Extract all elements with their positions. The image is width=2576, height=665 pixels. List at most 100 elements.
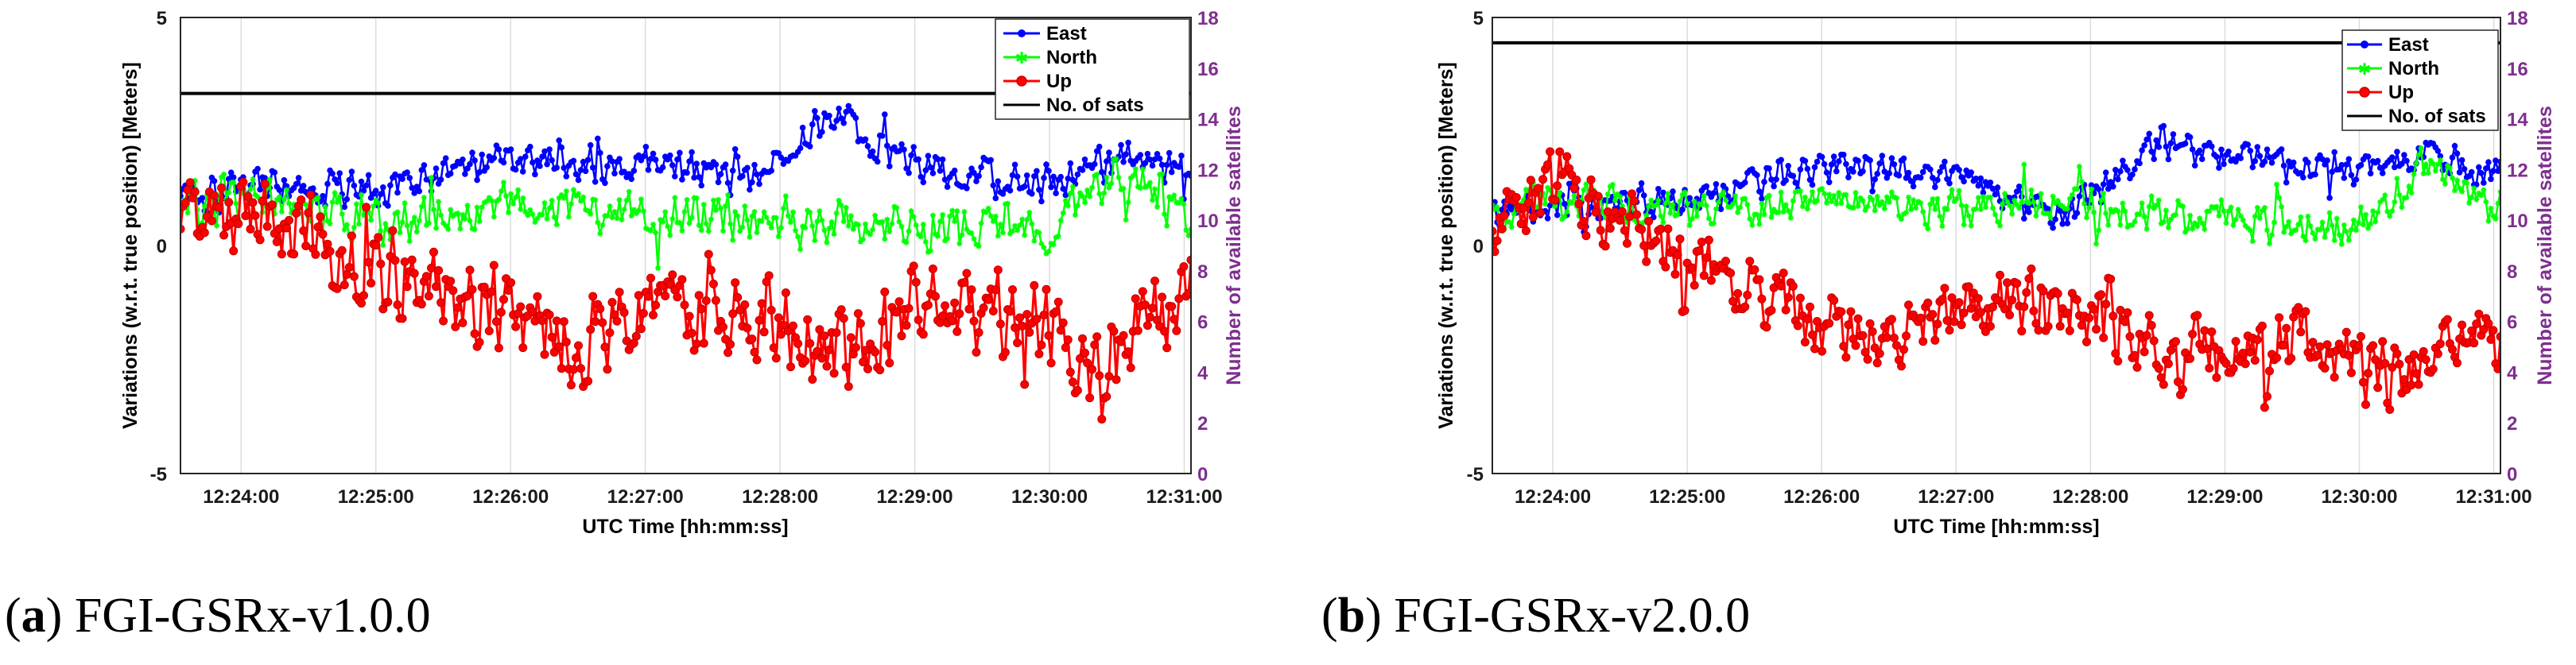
- data-point: [2235, 207, 2241, 213]
- data-point: [1119, 331, 1128, 340]
- data-point: [1497, 224, 1507, 234]
- data-point: [836, 105, 842, 112]
- data-point: [1516, 219, 1526, 229]
- data-point: [2368, 341, 2378, 350]
- data-point: [576, 364, 585, 373]
- x-tick-label: 12:26:00: [472, 486, 549, 508]
- data-point: [662, 209, 669, 215]
- data-point: [911, 277, 921, 287]
- data-point: [850, 226, 856, 232]
- data-point: [2357, 332, 2365, 341]
- data-point: [1186, 255, 1191, 265]
- data-point: [1818, 346, 1827, 356]
- data-point: [374, 233, 383, 242]
- data-point: [2019, 302, 2029, 311]
- data-point: [409, 220, 415, 226]
- data-point: [754, 171, 760, 178]
- data-point: [1160, 327, 1170, 336]
- plot-frame-b: [1492, 17, 2501, 474]
- data-point: [915, 231, 921, 238]
- data-point: [1083, 358, 1092, 368]
- data-point: [841, 362, 851, 372]
- data-point: [1674, 211, 1681, 218]
- data-point: [1771, 183, 1777, 190]
- data-point: [1902, 331, 1911, 341]
- data-point: [1523, 186, 1529, 192]
- data-point: [802, 225, 809, 231]
- data-point: [2414, 380, 2423, 389]
- data-point: [281, 196, 287, 203]
- data-point: [469, 149, 475, 156]
- data-point: [1961, 222, 1967, 228]
- data-point: [436, 199, 442, 205]
- data-point: [1024, 216, 1030, 222]
- data-point: [1010, 228, 1016, 234]
- data-point: [1604, 191, 1611, 197]
- data-point: [793, 227, 799, 234]
- data-point: [734, 153, 741, 160]
- data-point: [591, 317, 600, 327]
- data-point: [1043, 250, 1049, 257]
- data-point: [723, 203, 729, 209]
- data-point: [2418, 145, 2424, 151]
- data-point: [938, 311, 948, 321]
- data-point: [2357, 162, 2365, 168]
- data-point: [1169, 196, 1175, 203]
- data-point: [2488, 205, 2494, 211]
- data-point: [2495, 200, 2500, 207]
- data-point: [1123, 151, 1129, 157]
- data-point: [658, 217, 664, 223]
- data-point: [2324, 226, 2330, 233]
- data-point: [761, 209, 767, 215]
- data-point: [1546, 147, 1555, 157]
- data-point: [667, 152, 673, 159]
- data-point: [778, 320, 788, 330]
- data-point: [621, 168, 627, 175]
- data-point: [1137, 152, 1144, 158]
- data-point: [339, 211, 345, 217]
- data-point: [363, 182, 370, 189]
- data-point: [476, 168, 483, 176]
- data-point: [568, 365, 578, 374]
- data-point: [1988, 302, 1997, 311]
- data-point: [1937, 213, 1943, 219]
- data-point: [491, 214, 497, 220]
- data-point: [749, 179, 755, 186]
- data-point: [1776, 281, 1786, 291]
- data-point: [964, 304, 974, 314]
- data-point: [553, 164, 560, 171]
- data-point: [2448, 345, 2457, 354]
- data-point: [1879, 199, 1885, 205]
- data-point: [577, 167, 584, 173]
- data-point: [293, 180, 300, 188]
- data-point: [1525, 188, 1531, 194]
- data-point: [1867, 194, 1873, 200]
- data-point: [799, 124, 806, 131]
- data-point: [373, 197, 379, 203]
- data-point: [2165, 156, 2172, 163]
- data-point: [1903, 175, 1910, 181]
- data-point: [1140, 300, 1150, 310]
- data-point: [727, 221, 734, 227]
- data-point: [735, 213, 741, 219]
- data-point: [1073, 385, 1082, 395]
- data-point: [2000, 304, 2010, 314]
- data-point: [785, 213, 791, 219]
- data-point: [1710, 220, 1717, 226]
- data-point: [659, 164, 666, 171]
- data-point: [1060, 210, 1066, 216]
- data-point: [1940, 284, 1949, 293]
- data-point: [2186, 354, 2195, 363]
- data-point: [1080, 193, 1085, 199]
- x-tick-label: 12:28:00: [742, 486, 818, 508]
- data-point: [974, 328, 983, 337]
- data-point: [708, 164, 715, 171]
- data-point: [496, 307, 506, 317]
- data-point: [944, 184, 951, 190]
- data-point: [1690, 280, 1699, 290]
- data-point: [504, 286, 513, 295]
- data-point: [1591, 207, 1600, 217]
- data-point: [2186, 133, 2194, 141]
- data-point: [1821, 191, 1828, 197]
- data-point: [2252, 213, 2258, 219]
